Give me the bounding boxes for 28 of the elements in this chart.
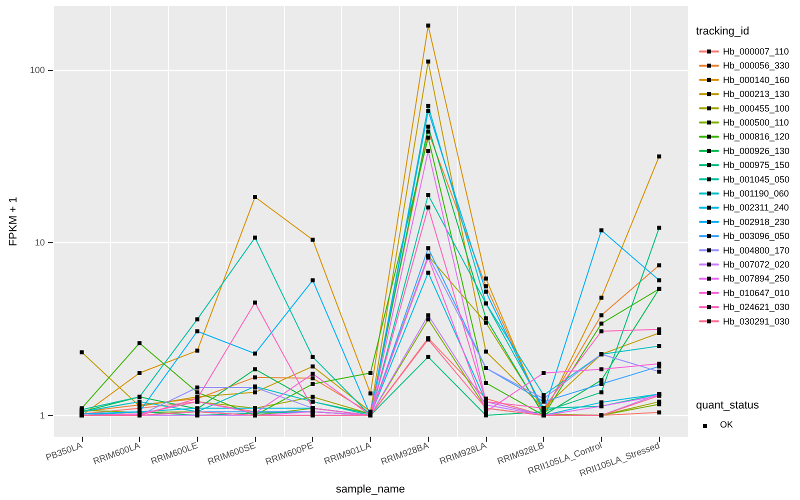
y-tick-label: 1 xyxy=(40,410,45,420)
legend-label: Hb_000975_150 xyxy=(723,160,790,170)
legend-label: Hb_002311_240 xyxy=(723,202,789,213)
y-tick-label: 10 xyxy=(34,238,45,248)
legend-label: Hb_030291_030 xyxy=(723,316,790,326)
legend-label: Hb_000926_130 xyxy=(723,146,790,156)
legend-label: Hb_000213_130 xyxy=(723,89,790,100)
legend-label: Hb_000140_160 xyxy=(723,74,790,85)
legend-label: Hb_007894_250 xyxy=(723,274,790,284)
legend-label: Hb_000455_100 xyxy=(723,103,790,114)
legend-label: Hb_001190_060 xyxy=(723,188,789,198)
legend-label: Hb_002918_230 xyxy=(723,216,790,227)
y-tick-label: 100 xyxy=(30,65,45,76)
legend-label: Hb_000500_110 xyxy=(723,118,789,128)
legend-label: Hb_000056_330 xyxy=(723,60,790,71)
legend-label: Hb_010647_010 xyxy=(723,288,790,298)
y-axis-title: FPKM + 1 xyxy=(8,196,20,246)
legend-label: Hb_000007_110 xyxy=(723,46,789,56)
legend-label: Hb_007072_020 xyxy=(723,260,790,270)
x-axis-title: sample_name xyxy=(336,484,406,496)
legend-label: Hb_024621_030 xyxy=(723,302,790,312)
legend-label: Hb_000816_120 xyxy=(723,132,790,142)
legend-label: Hb_001045_050 xyxy=(723,174,790,184)
text: quant_status xyxy=(696,400,760,412)
legend-label: Hb_004800_170 xyxy=(723,245,790,256)
legend-label: Hb_003096_050 xyxy=(723,231,790,242)
legend-title: tracking_id xyxy=(696,26,750,38)
text: OK xyxy=(720,420,734,430)
